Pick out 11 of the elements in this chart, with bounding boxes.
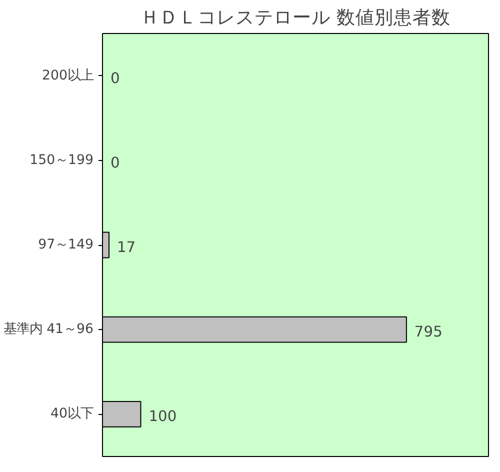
data-label: 0 <box>110 70 120 87</box>
chart-title: ＨＤＬコレステロール 数値別患者数 <box>140 8 450 28</box>
y-tick-label: 150～199 <box>30 152 94 168</box>
data-label: 0 <box>110 154 120 172</box>
y-tick-label: 97～149 <box>38 238 94 252</box>
y-tick-label: 基準内 41～96 <box>3 322 94 338</box>
data-label: 100 <box>148 408 177 426</box>
y-tick-label: 40以下 <box>50 406 94 422</box>
data-label: 795 <box>414 324 442 341</box>
y-tick-label: 200以上 <box>42 68 94 84</box>
data-label: 17 <box>117 239 136 256</box>
